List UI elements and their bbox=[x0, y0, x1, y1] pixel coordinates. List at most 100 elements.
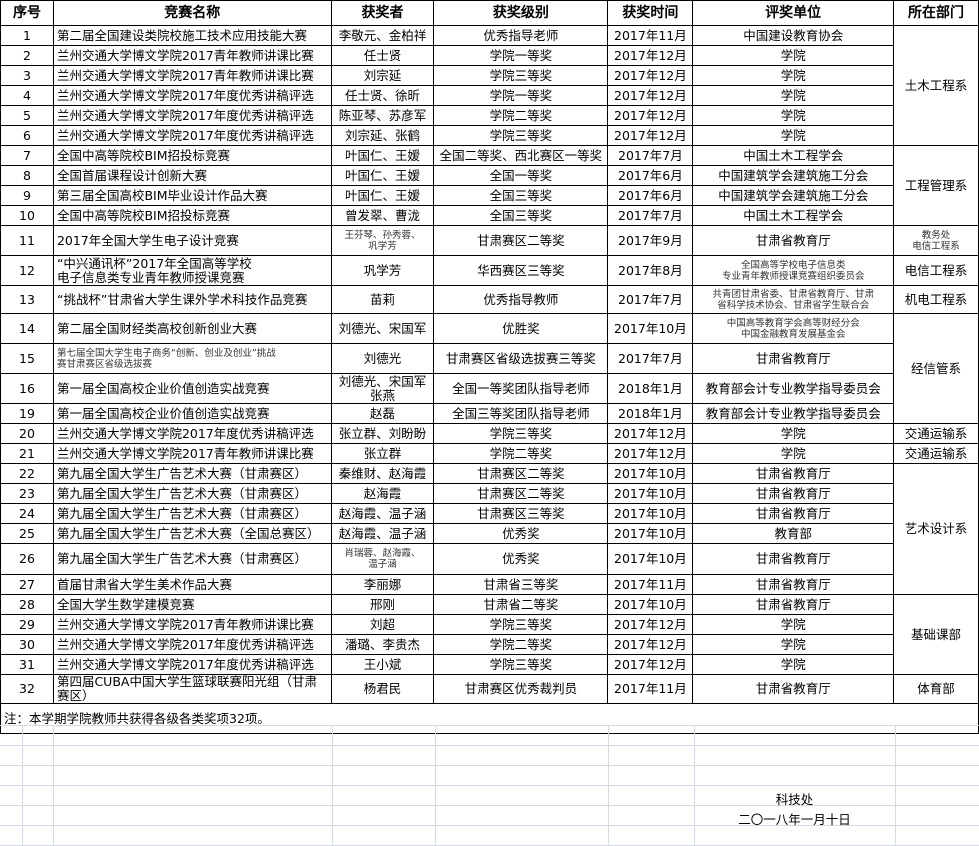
cell-no: 32 bbox=[0, 674, 54, 704]
cell-name: 兰州交通大学博文学院2017年度优秀讲稿评选 bbox=[52, 105, 332, 126]
cell-name: 兰州交通大学博文学院2017青年教师讲课比赛 bbox=[52, 45, 332, 66]
cell-date: 2017年7月 bbox=[607, 205, 694, 226]
cell-name: 第二届全国财经类高校创新创业大赛 bbox=[52, 313, 332, 344]
cell-org: 教育部会计专业教学指导委员会 bbox=[692, 403, 895, 424]
cell-date: 2017年12月 bbox=[607, 614, 694, 635]
table-row: 3 兰州交通大学博文学院2017青年教师讲课比赛 刘宗延 学院三等奖 2017年12月学… bbox=[0, 65, 979, 86]
cell-level: 全国三等奖 bbox=[433, 205, 609, 226]
cell-org: 教育部会计专业教学指导委员会 bbox=[692, 373, 895, 404]
cell-level: 学院二等奖 bbox=[433, 443, 609, 464]
cell-no: 8 bbox=[0, 165, 54, 186]
table-row: 8 全国首届课程设计创新大赛 叶国仁、王嫒 全国一等奖 2017年6月 中国建筑学会建筑施… bbox=[0, 165, 979, 186]
gridline bbox=[0, 725, 979, 726]
table-row: 16 第一届全国高校企业价值创造实战竞赛 刘德光、宋国军 张燕 全国一等奖团队指导老师… bbox=[0, 373, 979, 404]
cell-level: 学院三等奖 bbox=[433, 423, 609, 444]
cell-no: 7 bbox=[0, 145, 54, 166]
cell-name: 第三届全国高校BIM毕业设计作品大赛 bbox=[52, 185, 332, 206]
cell-no: 28 bbox=[0, 594, 54, 615]
cell-no: 11 bbox=[0, 225, 54, 256]
cell-level: 全国二等奖、西北赛区一等奖 bbox=[433, 145, 609, 166]
cell-level: 学院三等奖 bbox=[433, 65, 609, 86]
cell-no: 20 bbox=[0, 423, 54, 444]
cell-winner: 叶国仁、王嫒 bbox=[330, 145, 435, 166]
cell-org: 中国土木工程学会 bbox=[692, 205, 895, 226]
cell-name: 全国大学生数学建模竞赛 bbox=[52, 594, 332, 615]
cell-name: 兰州交通大学博文学院2017年度优秀讲稿评选 bbox=[52, 654, 332, 675]
cell-winner: 叶国仁、王嫒 bbox=[330, 165, 435, 186]
cell-name: 兰州交通大学博文学院2017年度优秀讲稿评选 bbox=[52, 634, 332, 655]
cell-no: 3 bbox=[0, 65, 54, 86]
cell-level: 优秀奖 bbox=[433, 523, 609, 544]
cell-winner: 叶国仁、王嫒 bbox=[330, 185, 435, 206]
cell-org: 共青团甘肃省委、甘肃省教育厅、甘肃 省科学技术协会、甘肃省学生联合会 bbox=[692, 285, 895, 314]
cell-org: 学院 bbox=[692, 85, 895, 106]
cell-date: 2017年12月 bbox=[607, 634, 694, 655]
cell-level: 全国一等奖团队指导老师 bbox=[433, 373, 609, 404]
cell-winner: 王芬琴、孙秀蓉、 巩学芳 bbox=[330, 225, 435, 256]
table-row: 15 第七届全国大学生电子商务“创新、创业及创业”挑战 赛甘肃赛区省级选拔赛 刘德光… bbox=[0, 343, 979, 374]
cell-no: 21 bbox=[0, 443, 54, 464]
cell-name: 第一届全国高校企业价值创造实战竞赛 bbox=[52, 373, 332, 404]
table-row: 32 第四届CUBA中国大学生篮球联赛阳光组（甘肃赛区） 杨君民 甘肃赛区优秀裁判员 2… bbox=[0, 674, 979, 704]
cell-level: 甘肃赛区二等奖 bbox=[433, 225, 609, 256]
header-no: 序号 bbox=[0, 0, 54, 26]
cell-winner: 巩学芳 bbox=[330, 255, 435, 286]
cell-name: 全国中高等院校BIM招投标竞赛 bbox=[52, 145, 332, 166]
cell-department: 交通运输系 bbox=[893, 443, 979, 464]
table-row: 5 兰州交通大学博文学院2017年度优秀讲稿评选 陈亚琴、苏彦军 学院二等奖 2017年… bbox=[0, 105, 979, 126]
cell-level: 甘肃赛区二等奖 bbox=[433, 483, 609, 504]
cell-date: 2017年10月 bbox=[607, 313, 694, 344]
cell-level: 甘肃省二等奖 bbox=[433, 594, 609, 615]
cell-department: 艺术设计系 bbox=[893, 463, 979, 595]
cell-org: 甘肃省教育厅 bbox=[692, 463, 895, 484]
cell-no: 27 bbox=[0, 574, 54, 595]
cell-org: 学院 bbox=[692, 614, 895, 635]
cell-date: 2017年9月 bbox=[607, 225, 694, 256]
table-row: 19 第一届全国高校企业价值创造实战竞赛 赵磊 全国三等奖团队指导老师 2018年1月教… bbox=[0, 403, 979, 424]
cell-no: 31 bbox=[0, 654, 54, 675]
cell-department: 基础课部 bbox=[893, 594, 979, 675]
cell-winner: 杨君民 bbox=[330, 674, 435, 704]
cell-date: 2017年12月 bbox=[607, 65, 694, 86]
table-row: 30 兰州交通大学博文学院2017年度优秀讲稿评选 潘璐、李贵杰 学院二等奖 2017年… bbox=[0, 634, 979, 655]
cell-level: 甘肃赛区二等奖 bbox=[433, 463, 609, 484]
cell-level: 甘肃赛区优秀裁判员 bbox=[433, 674, 609, 704]
cell-no: 29 bbox=[0, 614, 54, 635]
cell-org: 中国土木工程学会 bbox=[692, 145, 895, 166]
cell-date: 2017年10月 bbox=[607, 463, 694, 484]
table-row: 24 第九届全国大学生广告艺术大赛（甘肃赛区） 赵海霞、温子涵 甘肃赛区三等奖 2017… bbox=[0, 503, 979, 524]
cell-no: 9 bbox=[0, 185, 54, 206]
table-row: 13 “挑战杯”甘肃省大学生课外学术科技作品竞赛 苗莉 优秀指导教师 2017年7月 共青… bbox=[0, 285, 979, 314]
cell-date: 2017年12月 bbox=[607, 443, 694, 464]
table-row: 6 兰州交通大学博文学院2017年度优秀讲稿评选 刘宗延、张鹤 学院三等奖 2017年1… bbox=[0, 125, 979, 146]
gridline bbox=[0, 765, 979, 766]
cell-winner: 王小斌 bbox=[330, 654, 435, 675]
cell-level: 学院三等奖 bbox=[433, 125, 609, 146]
cell-name: 第九届全国大学生广告艺术大赛（甘肃赛区） bbox=[52, 503, 332, 524]
gridline bbox=[0, 785, 979, 786]
cell-no: 14 bbox=[0, 313, 54, 344]
gridline bbox=[0, 745, 979, 746]
cell-name: “中兴通讯杯”2017年全国高等学校 电子信息类专业青年教师授课竞赛 bbox=[52, 255, 332, 286]
cell-name: 兰州交通大学博文学院2017青年教师讲课比赛 bbox=[52, 614, 332, 635]
note-text: 注：本学期学院教师共获得各级各类奖项32项。 bbox=[0, 703, 979, 734]
cell-department: 土木工程系 bbox=[893, 25, 979, 146]
cell-org: 学院 bbox=[692, 45, 895, 66]
cell-level: 学院三等奖 bbox=[433, 654, 609, 675]
header-organization: 评奖单位 bbox=[692, 0, 895, 26]
cell-date: 2017年12月 bbox=[607, 654, 694, 675]
cell-no: 24 bbox=[0, 503, 54, 524]
cell-org: 甘肃省教育厅 bbox=[692, 503, 895, 524]
cell-date: 2017年10月 bbox=[607, 503, 694, 524]
cell-winner: 刘宗延、张鹤 bbox=[330, 125, 435, 146]
cell-date: 2017年12月 bbox=[607, 45, 694, 66]
cell-date: 2017年11月 bbox=[607, 25, 694, 46]
cell-date: 2017年10月 bbox=[607, 543, 694, 575]
table-row: 4 兰州交通大学博文学院2017年度优秀讲稿评选 任士贤、徐昕 学院一等奖 2017年1… bbox=[0, 85, 979, 106]
gridline bbox=[694, 725, 695, 846]
cell-winner: 刘德光、宋国军 bbox=[330, 313, 435, 344]
table-row: 22 第九届全国大学生广告艺术大赛（甘肃赛区） 秦维财、赵海霞 甘肃赛区二等奖 2017… bbox=[0, 463, 979, 595]
cell-winner: 刘宗延 bbox=[330, 65, 435, 86]
cell-no: 22 bbox=[0, 463, 54, 484]
cell-no: 30 bbox=[0, 634, 54, 655]
